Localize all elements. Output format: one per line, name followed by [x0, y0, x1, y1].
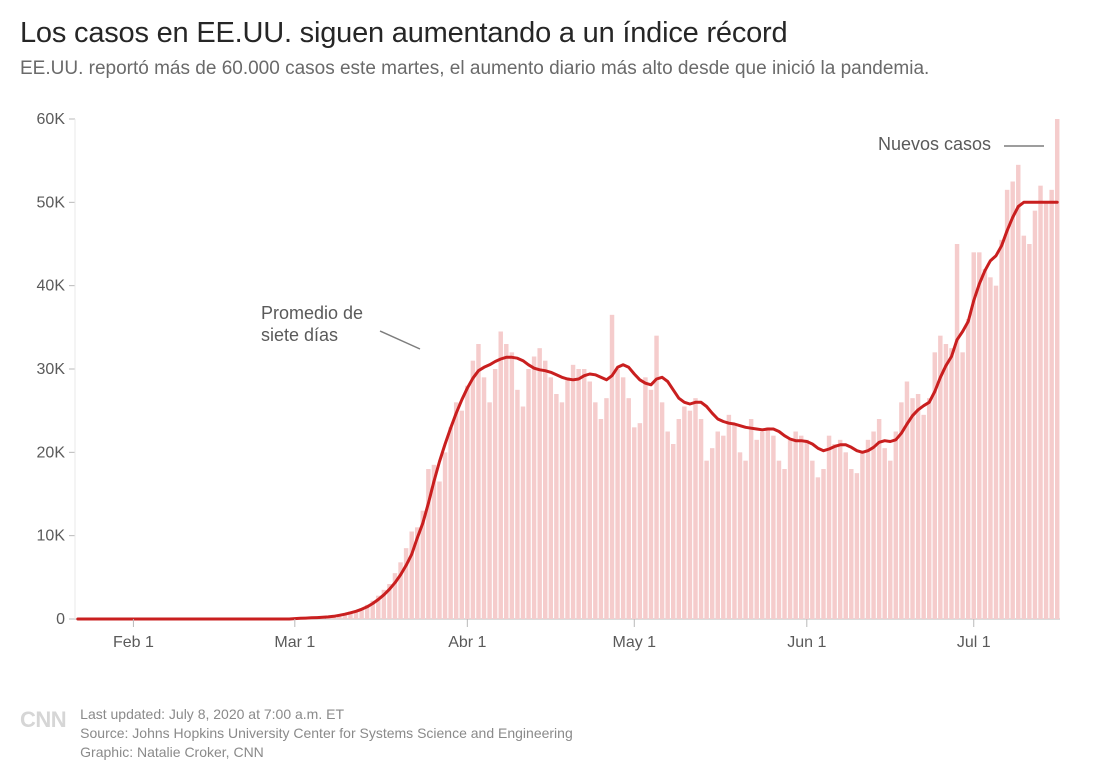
svg-text:Promedio de: Promedio de: [261, 303, 363, 323]
footer-text: Last updated: July 8, 2020 at 7:00 a.m. …: [80, 705, 573, 762]
y-tick-label: 30K: [37, 361, 66, 378]
x-tick-label: Feb 1: [113, 634, 154, 651]
footer-credit: Graphic: Natalie Croker, CNN: [80, 743, 573, 762]
footer: CNN Last updated: July 8, 2020 at 7:00 a…: [20, 705, 573, 762]
y-tick-label: 20K: [37, 445, 66, 462]
y-tick-label: 60K: [37, 111, 66, 128]
cnn-logo: CNN: [20, 707, 66, 733]
x-tick-label: Mar 1: [274, 634, 315, 651]
x-tick-label: Jul 1: [957, 634, 991, 651]
y-tick-label: 10K: [37, 528, 66, 545]
y-tick-label: 0: [56, 611, 65, 628]
y-tick-label: 50K: [37, 195, 66, 212]
svg-text:siete días: siete días: [261, 325, 338, 345]
x-tick-label: May 1: [612, 634, 656, 651]
chart-title: Los casos en EE.UU. siguen aumentando a …: [20, 16, 1090, 51]
chart-area: 0 10K 20K 30K 40K 50K 60K Feb 1 Mar 1 Abr 1 May 1 J…: [20, 109, 1090, 669]
x-tick-label: Jun 1: [787, 634, 826, 651]
x-tick-label: Abr 1: [448, 634, 486, 651]
footer-source: Source: Johns Hopkins University Center …: [80, 724, 573, 743]
footer-updated: Last updated: July 8, 2020 at 7:00 a.m. …: [80, 705, 573, 724]
svg-text:Nuevos casos: Nuevos casos: [878, 134, 991, 154]
newcases-label: Nuevos casos: [878, 134, 1044, 154]
y-tick-label: 40K: [37, 278, 66, 295]
chart-subtitle: EE.UU. reportó más de 60.000 casos este …: [20, 57, 1040, 82]
avg-label: Promedio desiete días: [261, 303, 420, 349]
chart-svg: 0 10K 20K 30K 40K 50K 60K Feb 1 Mar 1 Abr 1 May 1 J…: [20, 109, 1090, 669]
